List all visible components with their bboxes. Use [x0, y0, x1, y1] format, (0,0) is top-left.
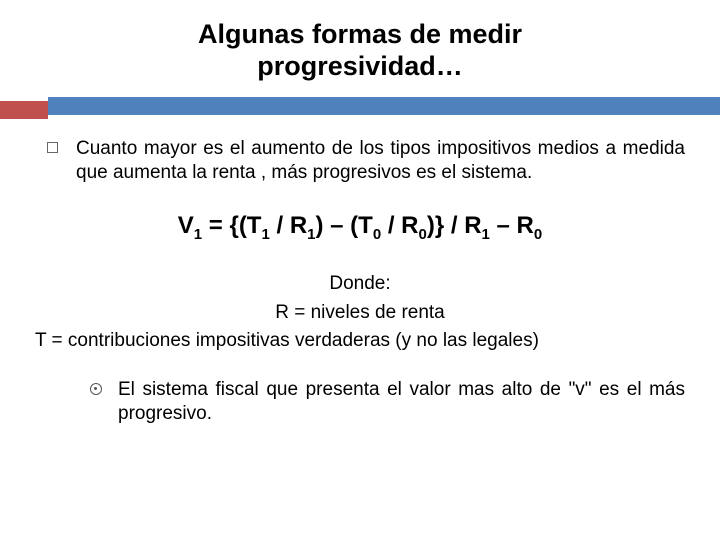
main-bullet-row: Cuanto mayor es el aumento de los tipos …	[35, 137, 685, 185]
circle-bullet-icon	[90, 383, 102, 395]
decorative-bar	[0, 97, 720, 115]
formula: V1 = {(T1 / R1) – (T0 / R0)} / R1 – R0	[35, 212, 685, 243]
donde-t: T = contribuciones impositivas verdadera…	[35, 328, 685, 354]
formula-m5: – R	[490, 212, 534, 239]
formula-r1-sub: 1	[307, 226, 315, 243]
title-line-1: Algunas formas de medir	[198, 19, 522, 49]
formula-lhs: V	[178, 212, 194, 239]
slide-title: Algunas formas de medir progresividad…	[35, 18, 685, 83]
square-bullet-icon	[47, 142, 58, 153]
slide-container: Algunas formas de medir progresividad… C…	[0, 0, 720, 540]
formula-r1b-sub: 1	[482, 226, 490, 243]
formula-r0-sub: 0	[419, 226, 427, 243]
formula-r0b-sub: 0	[534, 226, 542, 243]
formula-lhs-sub: 1	[194, 226, 202, 243]
title-line-2: progresividad…	[257, 51, 463, 81]
formula-m4: )} / R	[427, 212, 482, 239]
sub-bullet-text: El sistema fiscal que presenta el valor …	[118, 378, 685, 426]
main-bullet-text: Cuanto mayor es el aumento de los tipos …	[76, 137, 685, 185]
bar-red-segment	[0, 101, 48, 119]
formula-m2: ) – (T	[316, 212, 373, 239]
donde-label: Donde:	[35, 271, 685, 297]
formula-t1-sub: 1	[261, 226, 269, 243]
donde-r: R = niveles de renta	[35, 300, 685, 326]
formula-m1: / R	[270, 212, 307, 239]
bar-blue-segment	[48, 97, 720, 115]
formula-eq: = {(T	[202, 212, 261, 239]
formula-m3: / R	[381, 212, 418, 239]
formula-t0-sub: 0	[373, 226, 381, 243]
sub-bullet-row: El sistema fiscal que presenta el valor …	[35, 378, 685, 426]
